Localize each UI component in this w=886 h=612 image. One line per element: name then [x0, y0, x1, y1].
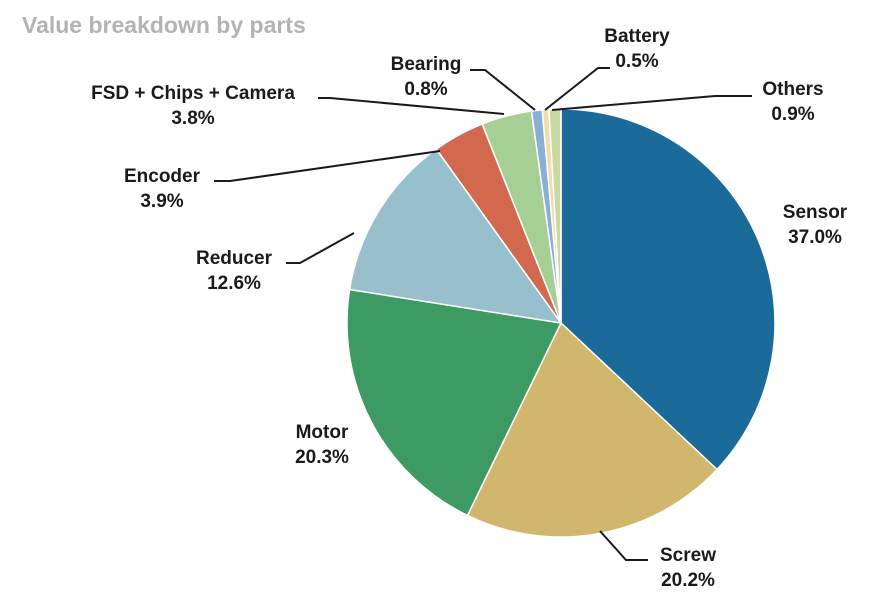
slice-label-motor: Motor	[296, 422, 349, 443]
slice-label-sensor: Sensor	[783, 202, 848, 223]
slice-value-screw: 20.2%	[661, 570, 715, 591]
slice-label-fsd-chips-camera: FSD + Chips + Camera	[91, 83, 295, 104]
pie-slice-reducer	[348, 148, 563, 325]
pie-slice-sensor	[560, 108, 776, 471]
leader-line-others	[551, 95, 752, 111]
leader-line-bearing	[470, 69, 536, 111]
slice-value-bearing: 0.8%	[404, 79, 447, 100]
pie-slice-motor	[346, 288, 563, 517]
slice-value-motor: 20.3%	[295, 447, 349, 468]
slice-value-reducer: 12.6%	[207, 273, 261, 294]
slice-label-bearing: Bearing	[391, 54, 462, 75]
slice-value-sensor: 37.0%	[788, 227, 842, 248]
slice-label-battery: Battery	[604, 26, 670, 47]
slice-value-fsd-chips-camera: 3.8%	[171, 108, 214, 129]
pie-slice-screw	[466, 321, 719, 538]
slice-label-encoder: Encoder	[124, 166, 201, 187]
slice-value-others: 0.9%	[771, 104, 814, 125]
leader-line-screw	[599, 530, 648, 561]
leader-line-battery	[544, 67, 610, 111]
slice-label-others: Others	[762, 79, 823, 100]
slice-label-screw: Screw	[660, 545, 716, 566]
leader-line-reducer	[286, 232, 355, 264]
leader-line-encoder	[214, 150, 441, 182]
slice-label-reducer: Reducer	[196, 248, 273, 269]
leader-line-fsd-chips-camera	[318, 97, 505, 115]
slice-value-encoder: 3.9%	[140, 191, 183, 212]
slice-value-battery: 0.5%	[615, 51, 658, 72]
chart-title: Value breakdown by parts	[22, 12, 306, 38]
